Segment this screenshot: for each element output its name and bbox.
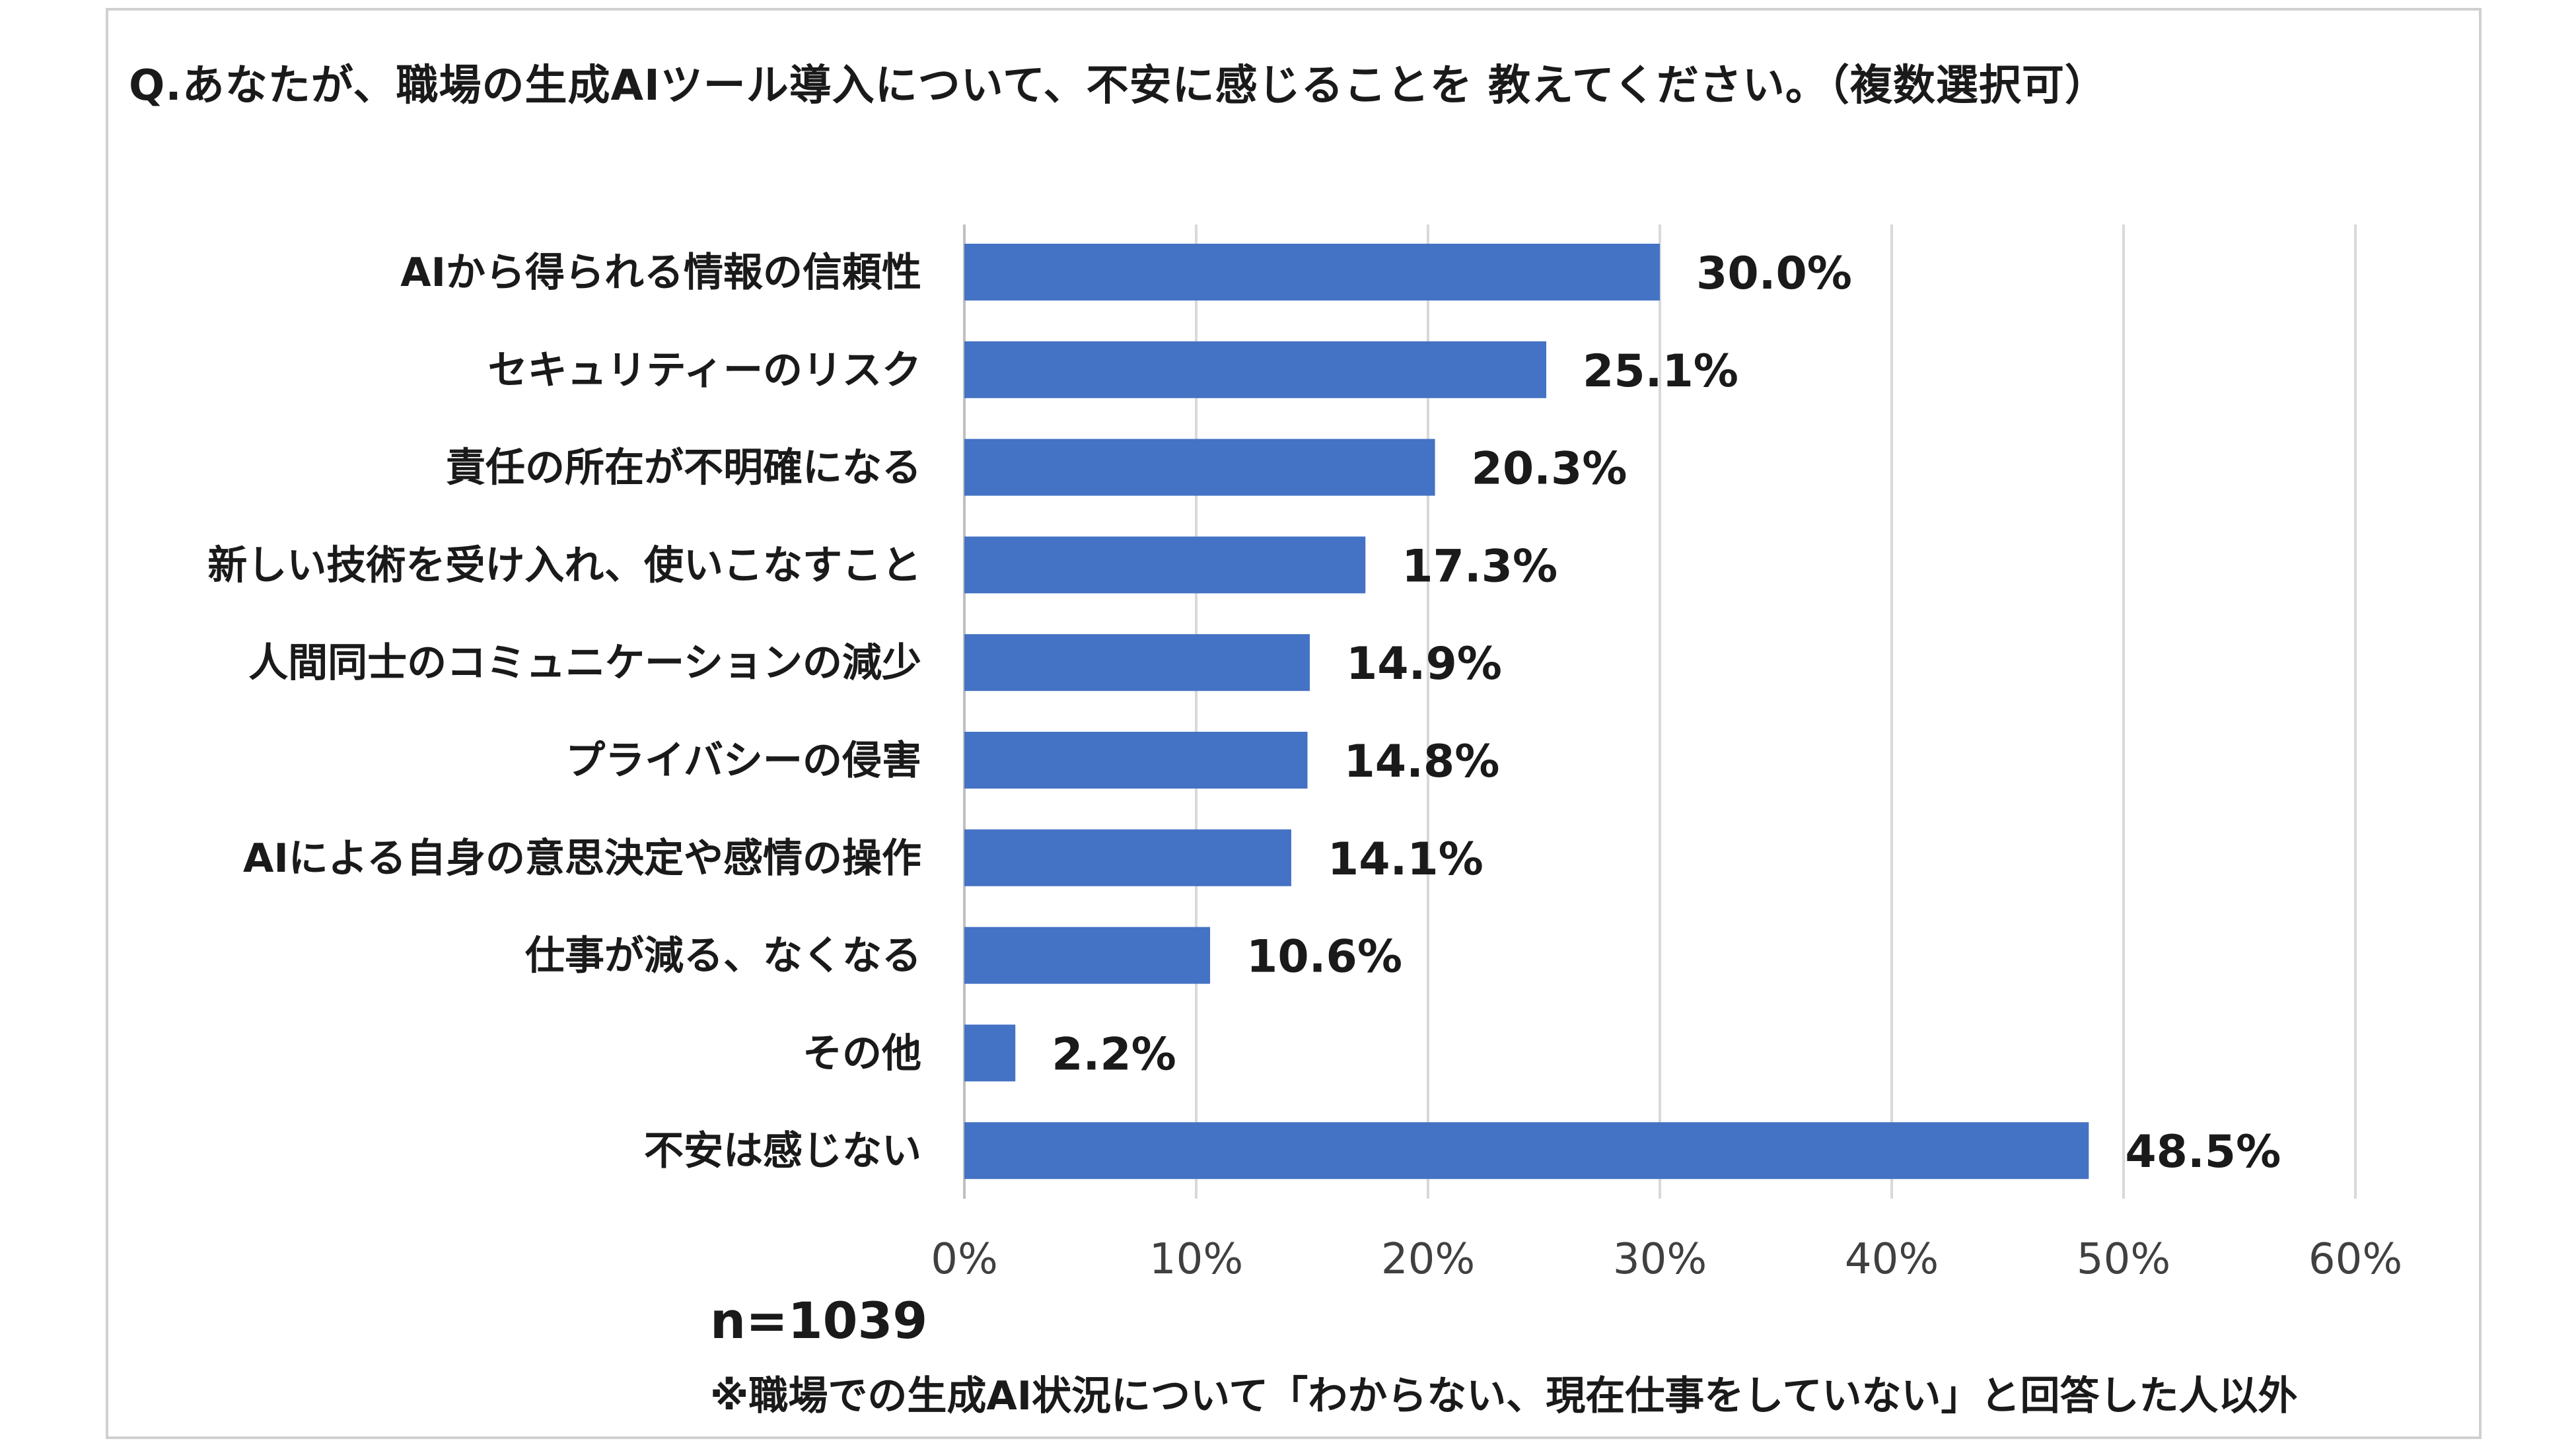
bar xyxy=(964,341,1547,398)
category-labels: AIから得られる情報の信頼性セキュリティーのリスク責任の所在が不明確になる新しい… xyxy=(207,250,921,1174)
data-label: 48.5% xyxy=(2125,1126,2281,1178)
data-label: 17.3% xyxy=(1402,540,1557,592)
category-label: AIから得られる情報の信頼性 xyxy=(400,250,921,296)
category-label: セキュリティーのリスク xyxy=(488,347,921,394)
chart-title: Q.あなたが、職場の生成AIツール導入について、不安に感じることを 教えてくださ… xyxy=(129,61,2108,110)
bars xyxy=(964,244,2089,1180)
x-tick-label: 50% xyxy=(2077,1235,2170,1284)
data-label: 30.0% xyxy=(1696,248,1852,300)
x-tick-label: 20% xyxy=(1381,1235,1475,1284)
value-labels: 30.0% 25.1% 20.3% 17.3% 14.9% 14.8% 14.1% 10.6%… xyxy=(1052,248,2281,1178)
category-label: 仕事が減る、なくなる xyxy=(525,933,921,979)
bar xyxy=(964,1024,1016,1082)
category-label: 新しい技術を受け入れ、使いこなすこと xyxy=(207,542,921,588)
footnote: ※職場での生成AI状況について「わからない、現在仕事をしていない」と回答した人以… xyxy=(710,1373,2298,1419)
category-label: AIによる自身の意思決定や感情の操作 xyxy=(243,835,921,882)
data-label: 10.6% xyxy=(1246,931,1402,983)
bar xyxy=(964,634,1310,691)
category-label: 人間同士のコミュニケーションの減少 xyxy=(248,640,921,686)
category-label: 不安は感じない xyxy=(644,1128,921,1174)
bar xyxy=(964,829,1291,886)
category-label: その他 xyxy=(803,1030,921,1077)
bar xyxy=(964,439,1435,496)
x-tick-label: 0% xyxy=(931,1235,998,1284)
category-label: プライバシーの侵害 xyxy=(565,738,921,784)
data-label: 20.3% xyxy=(1472,443,1628,495)
chart-frame xyxy=(106,8,2482,1439)
bar xyxy=(964,732,1308,789)
bar xyxy=(964,1122,2089,1180)
bar xyxy=(964,927,1211,984)
data-label: 14.1% xyxy=(1328,833,1484,886)
data-label: 14.9% xyxy=(1346,638,1502,690)
bar xyxy=(964,536,1366,594)
x-tick-label: 40% xyxy=(1845,1235,1939,1284)
data-label: 25.1% xyxy=(1583,345,1738,398)
x-axis-ticks: 0% 10% 20% 30% 40% 50% 60% xyxy=(931,1235,2402,1284)
data-label: 14.8% xyxy=(1343,736,1499,788)
x-tick-label: 60% xyxy=(2308,1235,2402,1284)
x-tick-label: 10% xyxy=(1149,1235,1243,1284)
bar xyxy=(964,244,1660,300)
x-tick-label: 30% xyxy=(1613,1235,1707,1284)
data-label: 2.2% xyxy=(1052,1028,1176,1080)
sample-size: n=1039 xyxy=(710,1291,928,1350)
category-label: 責任の所在が不明確になる xyxy=(446,445,921,491)
